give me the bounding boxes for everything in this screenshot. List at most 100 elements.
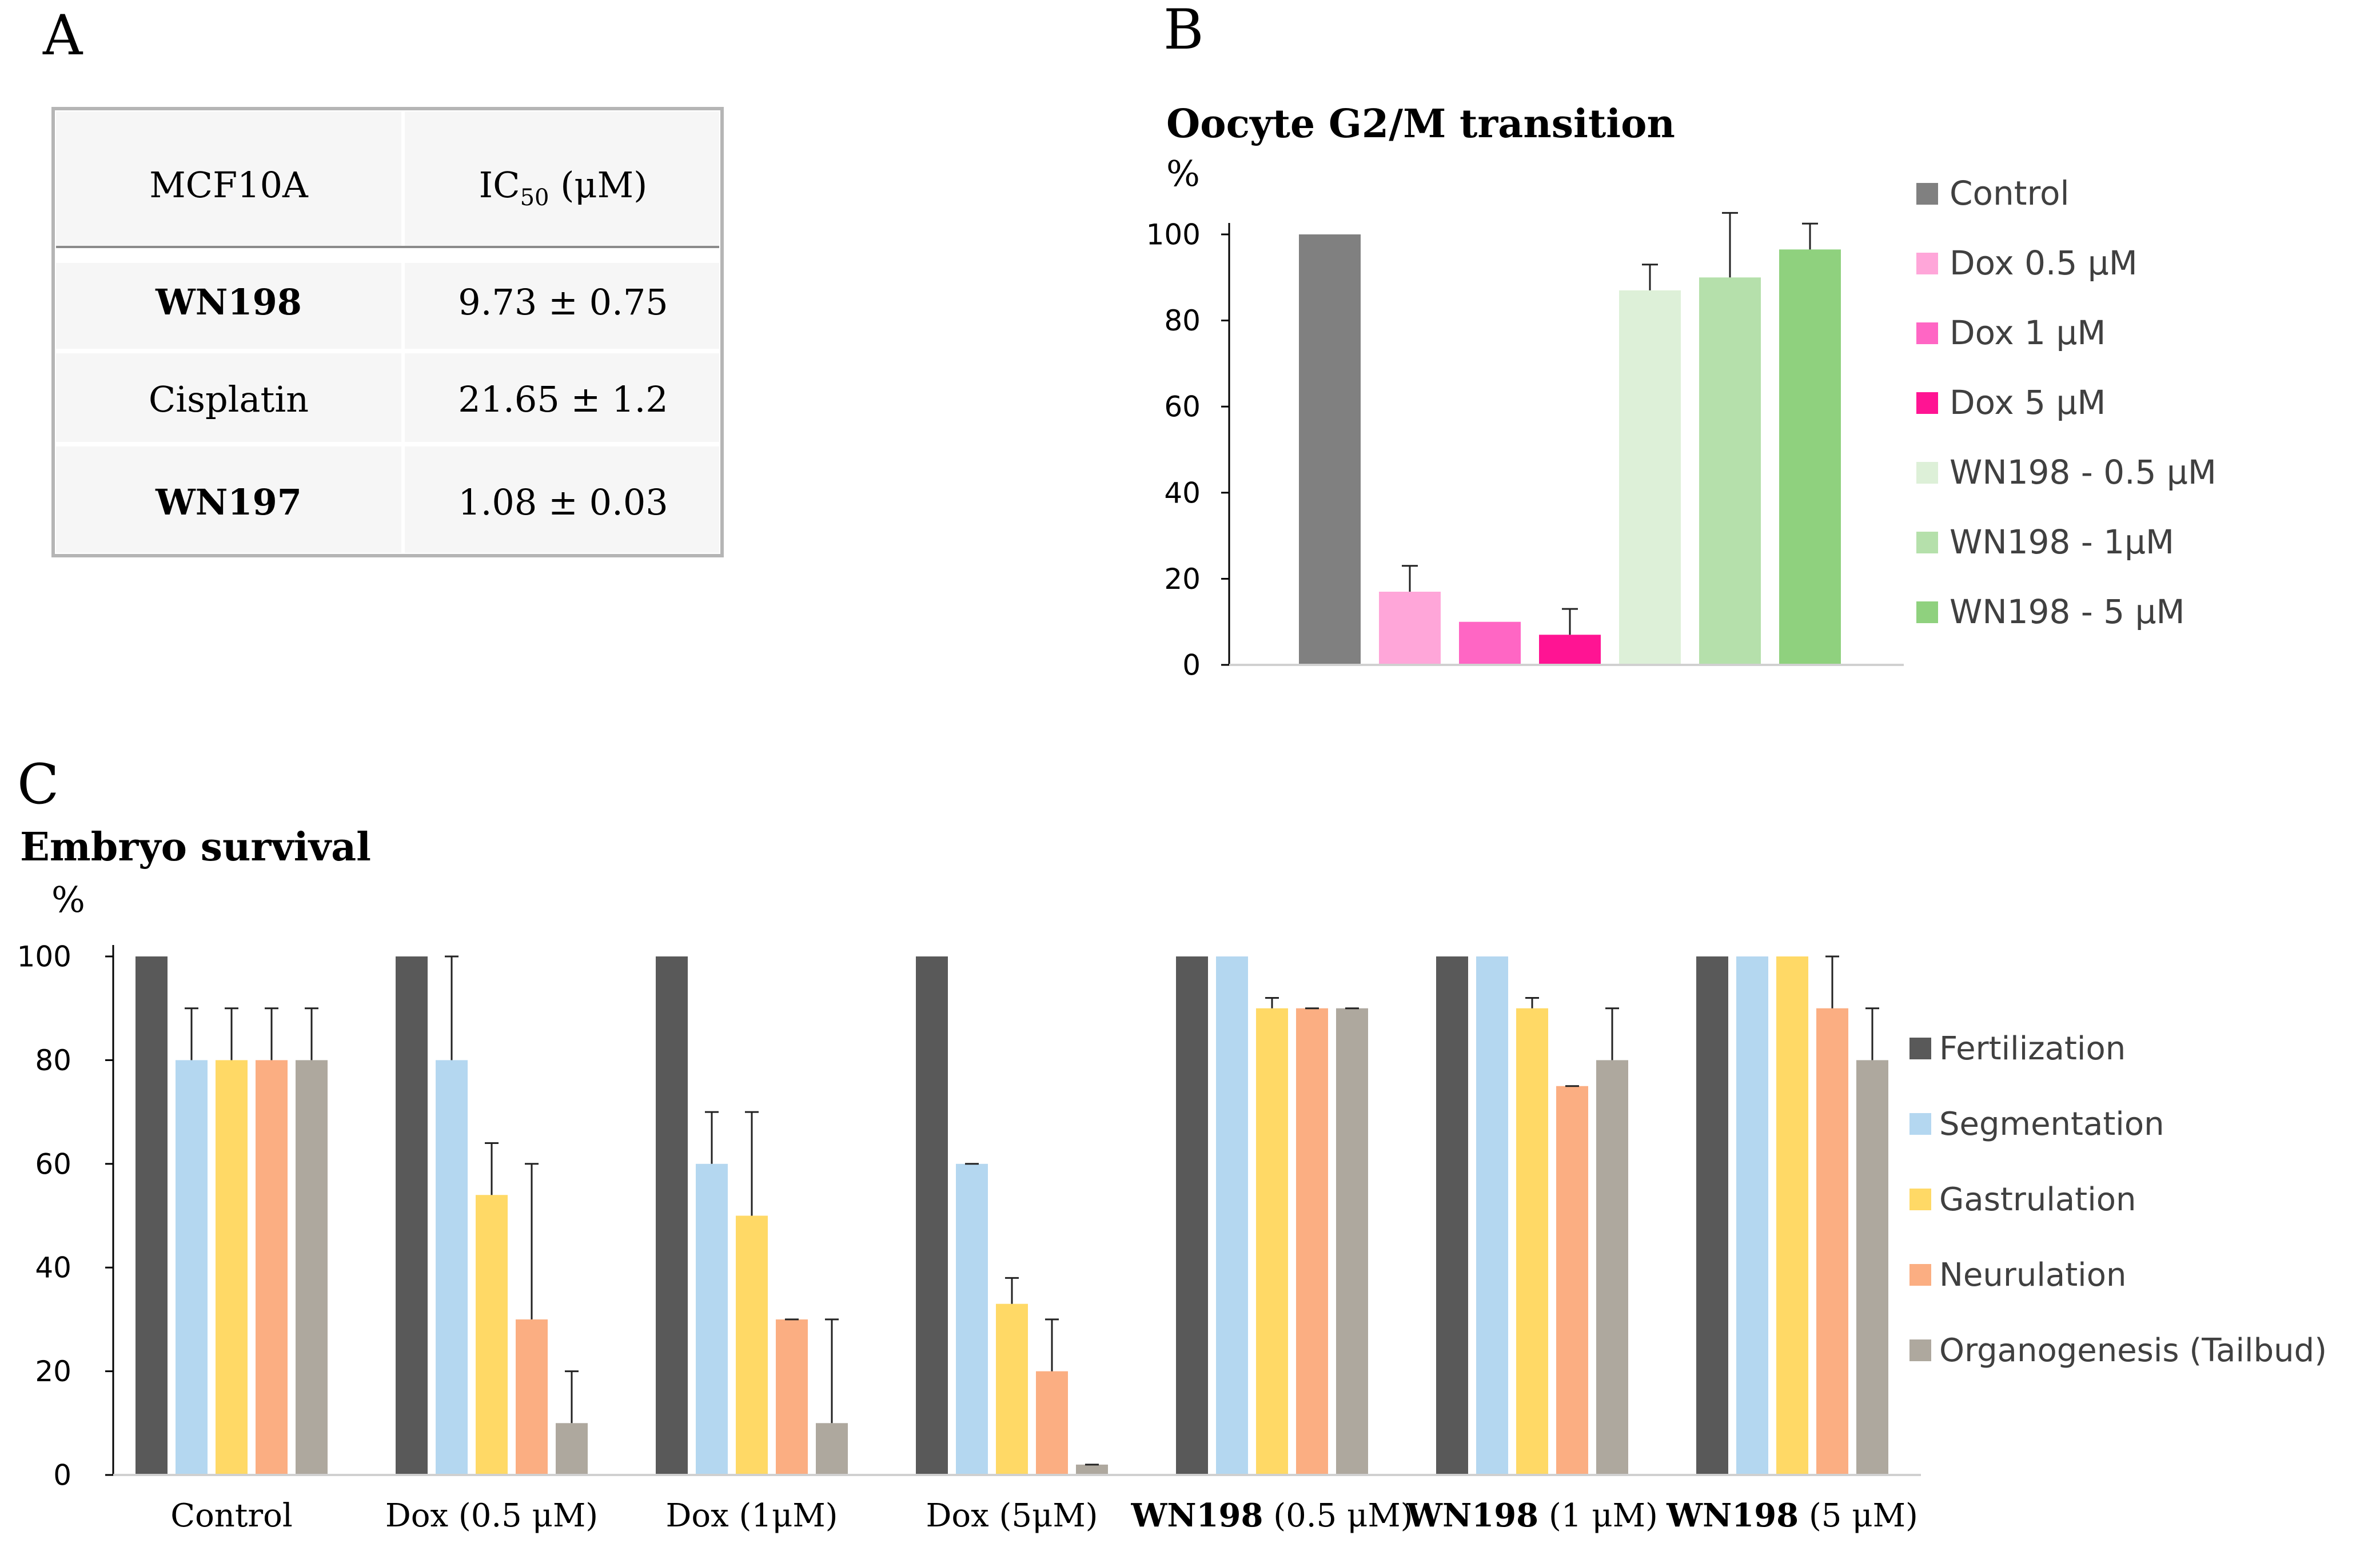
table-row-value: 9.73 ± 0.75 — [458, 281, 668, 323]
bar — [1736, 956, 1768, 1475]
bar — [1176, 956, 1208, 1475]
bar — [1299, 234, 1361, 665]
embryo-y-axis-label: % — [51, 879, 85, 920]
table-header-cell-line: MCF10A — [149, 164, 309, 206]
bar — [1036, 1371, 1068, 1475]
panel-c-letter: C — [17, 752, 59, 816]
bar — [816, 1423, 848, 1475]
bar — [1379, 591, 1441, 665]
ic50-subscript: 50 — [520, 185, 549, 211]
legend-label: Dox 0.5 μM — [1950, 244, 2138, 282]
x-tick-label: WN198 (1 μM) — [1406, 1497, 1658, 1534]
legend-label: Dox 1 μM — [1950, 313, 2106, 352]
legend-swatch — [1909, 1038, 1931, 1059]
x-tick-label-text: Dox (5μM) — [926, 1497, 1098, 1534]
y-tick-label: 0 — [1182, 649, 1201, 682]
y-tick-label: 100 — [1146, 218, 1201, 252]
legend-swatch — [1909, 1339, 1931, 1361]
bar — [1779, 249, 1841, 665]
embryo-chart-title: Embryo survival — [20, 824, 371, 870]
x-tick-label: WN198 (0.5 μM) — [1130, 1497, 1413, 1534]
y-tick-label: 80 — [1164, 304, 1201, 337]
bar — [1556, 1086, 1588, 1475]
x-tick-label-text: (1 μM) — [1538, 1497, 1658, 1534]
bar — [656, 956, 688, 1475]
legend-swatch — [1909, 1113, 1931, 1135]
bar — [1539, 635, 1601, 665]
bar — [1776, 956, 1808, 1475]
bar — [256, 1060, 288, 1475]
oocyte-chart-title: Oocyte G2/M transition — [1166, 101, 1675, 147]
y-tick-label: 0 — [53, 1459, 71, 1492]
x-tick-label-text: Dox (1μM) — [665, 1497, 838, 1534]
legend-swatch — [1916, 183, 1938, 205]
x-tick-label: Dox (1μM) — [665, 1497, 838, 1534]
panel-b-letter: B — [1163, 0, 1204, 62]
legend-label: Neurulation — [1939, 1257, 2127, 1294]
bar — [216, 1060, 248, 1475]
table-row-name: WN197 — [155, 481, 302, 523]
legend-label: WN198 - 0.5 μM — [1950, 453, 2216, 492]
bar — [436, 1060, 468, 1475]
oocyte-y-axis-label: % — [1166, 153, 1200, 194]
embryo-chart: Control Dox (0.5 μM) Dox (1μM) Dox (5μM) WN1… — [17, 940, 2327, 1535]
legend-swatch — [1916, 253, 1938, 274]
y-tick-label: 40 — [35, 1251, 71, 1285]
table-header-ic50: IC50 (μM) — [479, 164, 648, 211]
x-tick-label-bold: WN198 — [1406, 1497, 1538, 1534]
bar — [776, 1319, 808, 1475]
legend-swatch — [1916, 601, 1938, 623]
legend-swatch — [1916, 462, 1938, 484]
y-tick-label: 100 — [17, 940, 71, 974]
legend-swatch — [1916, 532, 1938, 553]
bar — [956, 1163, 988, 1475]
y-tick-label: 20 — [1164, 563, 1201, 596]
panel-a-letter: A — [42, 3, 83, 67]
y-tick-label: 20 — [35, 1355, 71, 1388]
table-row-name: Cisplatin — [149, 378, 309, 420]
legend-label: WN198 - 1μM — [1950, 523, 2174, 561]
x-tick-label-text: (5 μM) — [1799, 1497, 1918, 1534]
bar — [176, 1060, 208, 1475]
bar — [556, 1423, 588, 1475]
legend-label: WN198 - 5 μM — [1950, 592, 2185, 631]
bar — [476, 1195, 508, 1475]
y-tick-label: 60 — [1164, 390, 1201, 424]
bar — [1476, 956, 1508, 1475]
x-tick-label: Dox (0.5 μM) — [385, 1497, 598, 1534]
table-row-value: 21.65 ± 1.2 — [458, 378, 668, 420]
bar — [1336, 1008, 1368, 1475]
oocyte-chart: 0 20 40 60 80 100 Control Dox 0.5 μM Dox 1 μM Dox… — [1146, 174, 2216, 682]
bar — [1216, 956, 1248, 1475]
x-tick-label: Control — [170, 1497, 293, 1534]
table-row-value: 1.08 ± 0.03 — [458, 481, 668, 523]
bar — [1296, 1008, 1328, 1475]
legend-swatch — [1909, 1189, 1931, 1210]
bar — [696, 1163, 728, 1475]
legend-swatch — [1916, 392, 1938, 414]
bar — [1696, 956, 1728, 1475]
bar — [1436, 956, 1468, 1475]
x-tick-label-text: Dox (0.5 μM) — [385, 1497, 598, 1534]
x-tick-label-text: (0.5 μM) — [1263, 1497, 1413, 1534]
bar — [916, 956, 948, 1475]
bar — [1699, 277, 1761, 665]
bar — [516, 1319, 548, 1475]
bar — [1459, 621, 1521, 665]
bar — [135, 956, 168, 1475]
x-tick-label-bold: WN198 — [1130, 1497, 1263, 1534]
legend-swatch — [1916, 322, 1938, 344]
bar — [1256, 1008, 1288, 1475]
y-tick-label: 80 — [35, 1044, 71, 1077]
x-tick-label: Dox (5μM) — [926, 1497, 1098, 1534]
legend-label: Segmentation — [1939, 1106, 2164, 1143]
bar — [296, 1060, 328, 1475]
legend-swatch — [1909, 1264, 1931, 1286]
table-row-name: WN198 — [155, 281, 302, 323]
y-tick-label: 40 — [1164, 476, 1201, 509]
bar — [1856, 1060, 1888, 1475]
bar — [1596, 1060, 1628, 1475]
x-tick-label-text: Control — [170, 1497, 293, 1534]
bar — [1619, 290, 1681, 665]
